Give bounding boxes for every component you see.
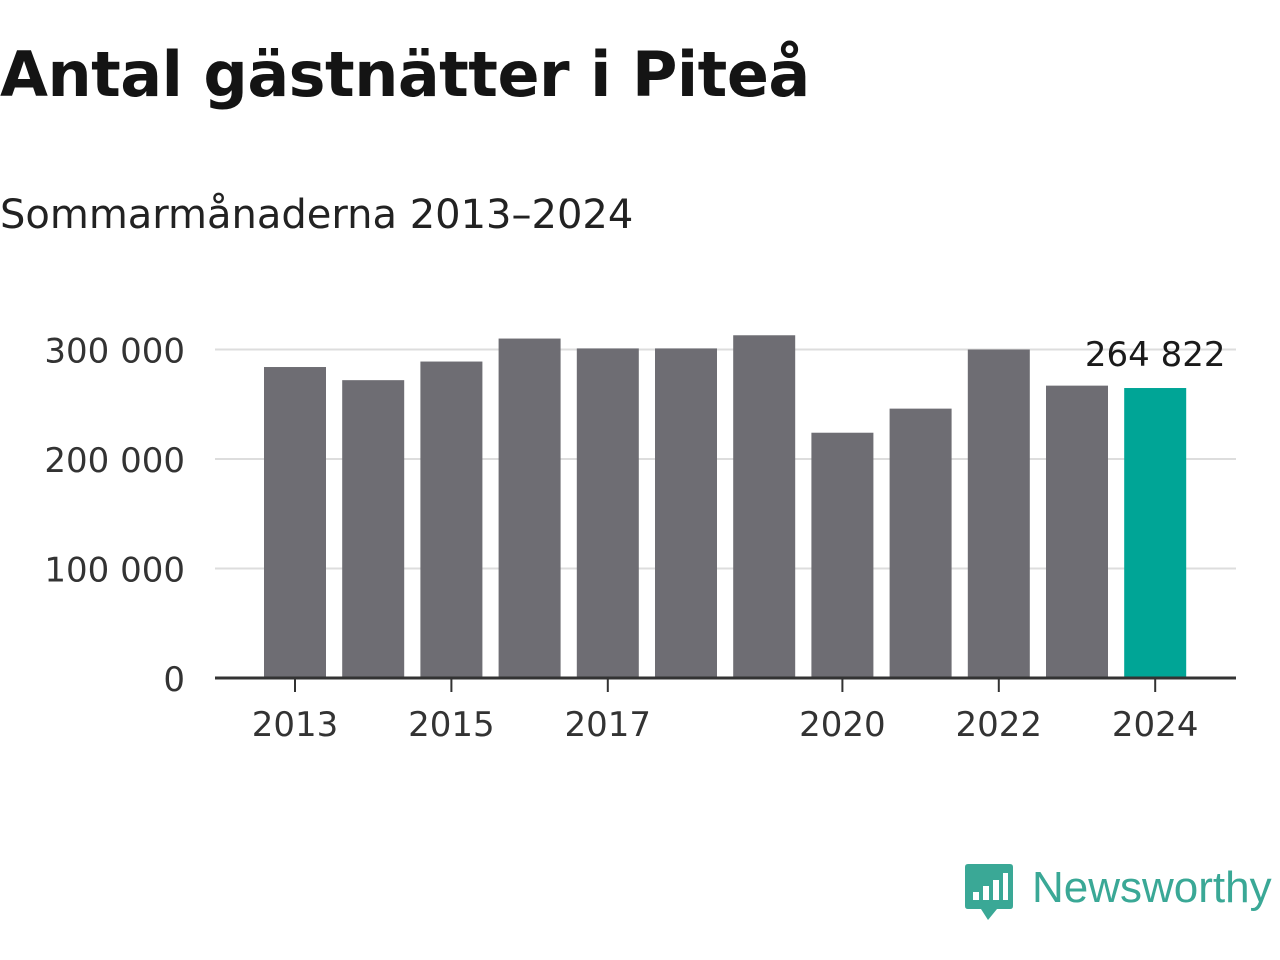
chart-title: Antal gästnätter i Piteå [0, 38, 810, 111]
chart-bubble-icon [965, 864, 1013, 920]
y-tick-label: 100 000 [44, 551, 185, 591]
x-tick-label: 2013 [252, 705, 339, 745]
bar [733, 335, 796, 678]
x-tick-label: 2020 [799, 705, 886, 745]
y-tick-label: 300 000 [44, 332, 185, 372]
bar [498, 338, 561, 678]
bar [576, 348, 639, 678]
bar [342, 380, 405, 678]
bar [420, 361, 483, 678]
bar [811, 432, 874, 678]
x-tick-label: 2024 [1112, 705, 1199, 745]
bar [967, 349, 1030, 678]
brand-name: Newsworthy [1032, 863, 1272, 912]
y-tick-label: 200 000 [44, 441, 185, 481]
bar [655, 348, 717, 678]
chart-subtitle: Sommarmånaderna 2013–2024 [0, 192, 634, 238]
bar [264, 367, 326, 678]
bar-highlight [1124, 388, 1187, 678]
bar [889, 408, 952, 678]
data-label: 264 822 [1085, 335, 1226, 375]
x-tick-label: 2015 [408, 705, 495, 745]
y-tick-label: 0 [163, 660, 185, 700]
x-tick-label: 2017 [565, 705, 652, 745]
bar-chart: 0 100 000 200 000 300 000 264 822 2013 2015 201… [44, 332, 1236, 745]
x-tick-label: 2022 [956, 705, 1043, 745]
bar [1046, 385, 1108, 678]
newsworthy-logo: Newsworthy [964, 862, 1272, 926]
